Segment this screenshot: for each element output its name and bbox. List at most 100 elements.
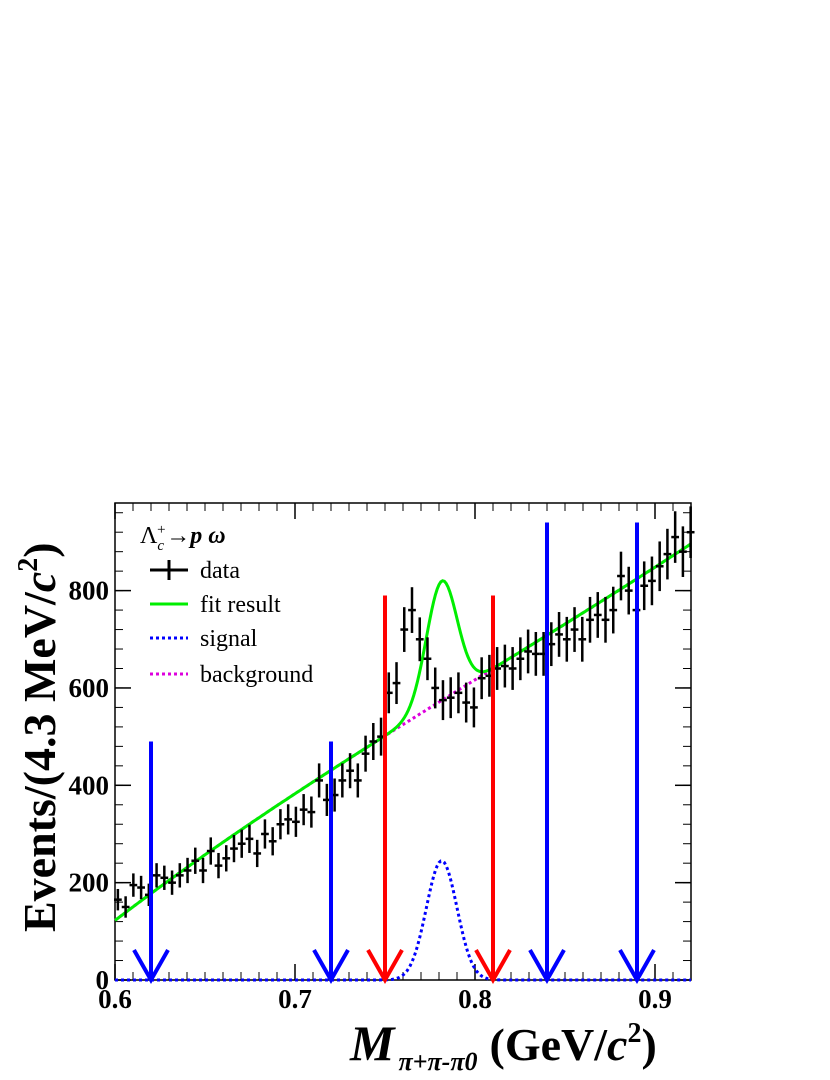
legend-title: Λc+→p ω: [140, 522, 226, 554]
data-point: [640, 561, 649, 611]
data-point: [160, 865, 169, 890]
data-point: [114, 888, 122, 911]
data-point: [446, 677, 455, 719]
data-point: [152, 863, 161, 888]
data-point: [408, 587, 416, 633]
data-point: [415, 617, 424, 662]
data-point: [601, 596, 610, 643]
data-point: [307, 796, 316, 828]
selection-arrows: [132, 522, 656, 985]
data-point: [423, 637, 432, 681]
y-tick-label: 400: [69, 770, 110, 800]
data-point: [353, 763, 362, 798]
data-point: [253, 839, 262, 868]
data-point: [663, 528, 672, 580]
selection-arrow-head: [132, 949, 170, 985]
data-point: [524, 629, 532, 674]
selection-arrow: [618, 522, 656, 985]
data-point: [439, 680, 447, 721]
data-point: [261, 819, 269, 849]
y-axis-label: Events/(4.3 MeV/c2): [13, 542, 65, 932]
y-tick-label: 800: [69, 576, 110, 606]
data-point: [578, 616, 587, 662]
data-point: [462, 682, 471, 723]
y-tick-label: 600: [69, 673, 110, 703]
data-point: [268, 827, 277, 856]
data-point: [245, 824, 254, 853]
selection-arrow-head: [366, 949, 404, 985]
axis-ticks: [114, 503, 692, 981]
data-point: [648, 556, 656, 606]
legend-label-fit-result: fit result: [200, 592, 281, 618]
data-point: [655, 541, 664, 592]
data-point: [686, 506, 695, 559]
data-point: [276, 809, 285, 840]
legend-label-data: data: [200, 558, 240, 584]
data-point: [199, 857, 207, 884]
data-point: [237, 829, 246, 858]
data-point: [299, 794, 308, 826]
legend-item-fit-result: fit result: [150, 592, 281, 618]
data-point: [346, 753, 354, 789]
data-point: [501, 644, 509, 688]
background-curve: [114, 542, 692, 922]
data-point: [206, 837, 215, 865]
data-point: [137, 875, 145, 900]
data-point: [508, 647, 517, 690]
data-point: [214, 852, 223, 879]
selection-arrow: [132, 741, 170, 985]
y-tick-label: 0: [96, 965, 110, 995]
legend-label-signal: signal: [200, 626, 258, 652]
selection-arrow-head: [474, 949, 512, 985]
data-point: [284, 804, 293, 835]
data-point: [292, 806, 300, 837]
data-point: [477, 657, 486, 700]
legend-item-background: background: [150, 662, 313, 688]
selection-arrow: [528, 522, 566, 985]
data-point: [168, 870, 176, 895]
selection-arrow-head: [312, 949, 350, 985]
selection-arrow: [366, 595, 404, 985]
data-point: [129, 873, 138, 897]
data-point: [617, 551, 625, 601]
selection-arrow-head: [528, 949, 566, 985]
data-point: [555, 612, 563, 657]
data-point: [609, 586, 618, 634]
data-point: [454, 672, 463, 714]
data-point: [230, 834, 238, 863]
data-point: [222, 845, 231, 872]
data-point: [531, 631, 540, 676]
signal-curve: [115, 859, 691, 982]
data-point: [315, 763, 323, 798]
legend-item-data: data: [150, 558, 240, 584]
data-point: [338, 763, 347, 798]
selection-arrow: [474, 595, 512, 985]
data-point: [369, 723, 378, 760]
data-point: [121, 896, 130, 918]
data-point: [191, 847, 200, 874]
data-point: [361, 735, 370, 772]
x-tick-label: 0.9: [638, 984, 672, 1014]
selection-arrow-head: [618, 949, 656, 985]
data-point: [586, 596, 594, 643]
data-point: [470, 687, 478, 728]
data-point: [183, 857, 192, 884]
data-point: [593, 592, 602, 638]
data-point: [671, 511, 680, 563]
legend-item-signal: signal: [150, 626, 258, 652]
data-point: [624, 566, 633, 615]
data-point: [431, 667, 440, 709]
data-point: [516, 637, 525, 681]
data-point: [570, 607, 579, 652]
data-point: [175, 863, 184, 888]
legend-label-background: background: [200, 662, 313, 688]
axis-tick-labels: 0.6 0.7 0.8 0.9 0 200 400 600 800: [69, 576, 672, 1014]
data-point: [679, 526, 687, 577]
y-tick-label: 200: [69, 868, 110, 898]
data-point: [400, 607, 409, 652]
x-tick-label: 0.7: [278, 984, 312, 1014]
legend: Λc+→p ω data fit result signal background: [140, 522, 313, 688]
